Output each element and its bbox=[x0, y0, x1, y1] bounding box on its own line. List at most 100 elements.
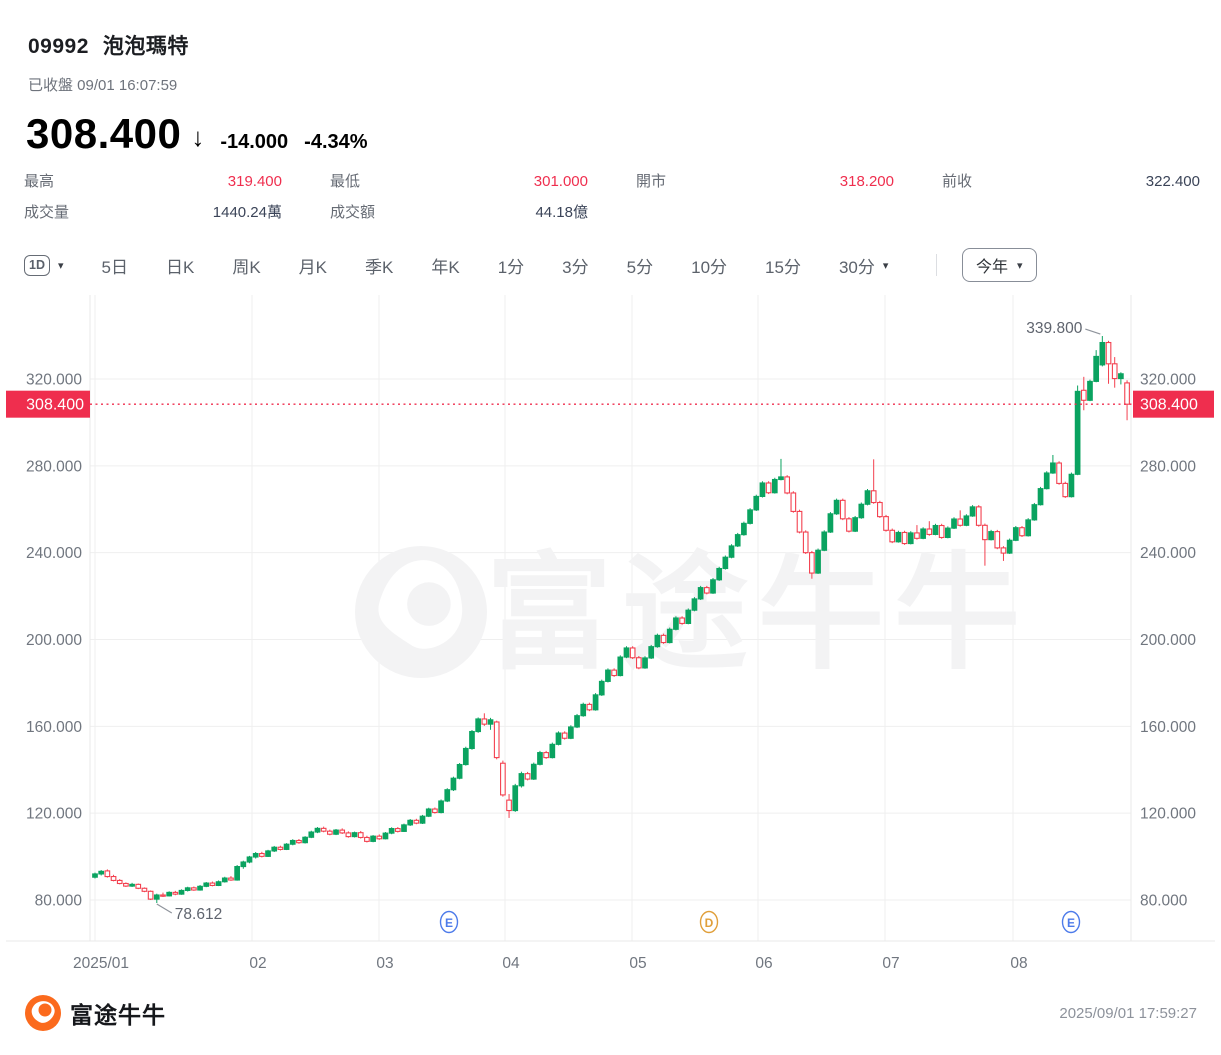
candle-body bbox=[1124, 382, 1130, 405]
candle-body bbox=[642, 657, 648, 669]
period-tab-label: 3分 bbox=[562, 257, 589, 277]
candle-body bbox=[382, 832, 389, 840]
candle-body bbox=[333, 829, 339, 835]
brand-name: 富途牛牛 bbox=[70, 1002, 166, 1028]
y-axis-label-left: 320.000 bbox=[26, 372, 82, 389]
stat-label: 最高 bbox=[24, 173, 55, 190]
candle-body bbox=[592, 694, 599, 711]
candle-body bbox=[444, 789, 451, 802]
candle-body bbox=[561, 732, 568, 739]
candle-body bbox=[116, 879, 123, 885]
candlestick-chart[interactable]: 320.000 320.000 280.000 280.000 240.000 240.0… bbox=[0, 290, 1221, 970]
event-marker-label: E bbox=[1067, 916, 1075, 930]
candle-body bbox=[129, 883, 135, 887]
y-axis-label-left: 80.000 bbox=[35, 892, 83, 909]
period-tab[interactable]: 5日 bbox=[102, 253, 128, 278]
candle-body bbox=[209, 882, 216, 886]
candle-body bbox=[963, 515, 970, 526]
candle-body bbox=[877, 501, 883, 518]
candle-body bbox=[790, 492, 797, 512]
candle-body bbox=[98, 870, 105, 875]
candle-body bbox=[1012, 527, 1019, 541]
candle-body bbox=[110, 875, 117, 882]
candle-body bbox=[320, 827, 327, 832]
stat-label: 成交量 bbox=[24, 204, 70, 221]
high-leader-line bbox=[1085, 328, 1101, 335]
period-tab[interactable]: 3分 bbox=[562, 253, 588, 278]
candle-body bbox=[1056, 462, 1062, 484]
candle-body bbox=[197, 885, 203, 891]
period-tab[interactable]: 10分 bbox=[691, 253, 727, 278]
range-dropdown[interactable]: 今年 ▾ bbox=[962, 248, 1037, 282]
period-tab-label: 5分 bbox=[626, 257, 654, 277]
candle-body bbox=[104, 870, 111, 878]
candle-body bbox=[351, 832, 358, 838]
stat-value: 1440.24萬 bbox=[212, 204, 282, 221]
current-price-tag-right-text: 308.400 bbox=[1140, 397, 1198, 414]
period-tab[interactable]: 30分 ▾ bbox=[839, 253, 888, 278]
candle-body bbox=[944, 527, 951, 539]
stat-value: 319.400 bbox=[227, 173, 282, 190]
candle-body bbox=[734, 534, 741, 547]
candle-body bbox=[184, 887, 191, 891]
candle-body bbox=[673, 617, 679, 630]
candle-body bbox=[92, 873, 98, 878]
candle-body bbox=[703, 587, 710, 594]
period-tab[interactable]: 月K bbox=[299, 253, 327, 278]
y-axis-label-right: 320.000 bbox=[1140, 372, 1196, 389]
candle-body bbox=[1000, 547, 1007, 554]
period-tab[interactable]: 15分 bbox=[765, 253, 801, 278]
x-axis-label: 03 bbox=[376, 955, 393, 970]
candle-body bbox=[629, 647, 636, 659]
candle-body bbox=[203, 882, 210, 887]
candle-body bbox=[697, 587, 704, 600]
chevron-down-icon: ▾ bbox=[1017, 259, 1023, 272]
candle-body bbox=[710, 579, 716, 594]
period-tab[interactable]: 日K bbox=[166, 253, 194, 278]
period-dropdown-1d[interactable]: 1D ▾ bbox=[24, 254, 64, 276]
brand: 富途牛牛 bbox=[24, 994, 166, 1032]
candle-body bbox=[623, 647, 630, 658]
candle-body bbox=[833, 499, 840, 515]
candle-body bbox=[246, 856, 253, 863]
x-axis-label: 04 bbox=[502, 955, 520, 970]
candle-body bbox=[302, 836, 308, 844]
candle-body bbox=[388, 828, 395, 834]
current-price-tag-right bbox=[1133, 390, 1214, 418]
candle-body bbox=[784, 476, 791, 494]
candle-body bbox=[722, 556, 729, 570]
candle-body bbox=[147, 890, 154, 900]
range-value: 今年 bbox=[976, 259, 1009, 276]
period-tab-label: 30分 bbox=[838, 257, 875, 277]
candle-body bbox=[543, 752, 549, 759]
candle-body bbox=[549, 743, 556, 759]
candle-body bbox=[518, 773, 525, 787]
candle-body bbox=[778, 476, 784, 481]
y-axis-label-left: 240.000 bbox=[26, 545, 82, 562]
candle-body bbox=[555, 732, 562, 745]
period-tab-label: 1分 bbox=[497, 257, 525, 277]
period-tab[interactable]: 5分 bbox=[627, 253, 653, 278]
x-axis-label: 05 bbox=[629, 955, 646, 970]
period-tab[interactable]: 季K bbox=[365, 253, 393, 278]
period-tab-label: 5日 bbox=[101, 257, 128, 277]
event-marker-e[interactable] bbox=[439, 910, 459, 934]
candle-body bbox=[370, 835, 376, 842]
candle-body bbox=[191, 887, 197, 891]
candle-body bbox=[450, 777, 457, 791]
candle-body bbox=[123, 882, 129, 887]
y-axis-label-right: 120.000 bbox=[1140, 806, 1196, 823]
candle-body bbox=[598, 680, 605, 696]
candle-body bbox=[846, 518, 852, 532]
candle-body bbox=[135, 883, 142, 889]
period-tab[interactable]: 周K bbox=[232, 253, 260, 278]
period-tab[interactable]: 年K bbox=[431, 253, 459, 278]
candle-body bbox=[827, 513, 834, 533]
y-axis-label-right: 80.000 bbox=[1140, 892, 1188, 909]
event-marker-e[interactable] bbox=[1061, 910, 1081, 934]
candle-body bbox=[1037, 488, 1044, 506]
period-tab[interactable]: 1分 bbox=[498, 253, 524, 278]
candle-body bbox=[357, 832, 364, 839]
candle-body bbox=[493, 721, 500, 759]
event-marker-d[interactable] bbox=[699, 910, 719, 934]
